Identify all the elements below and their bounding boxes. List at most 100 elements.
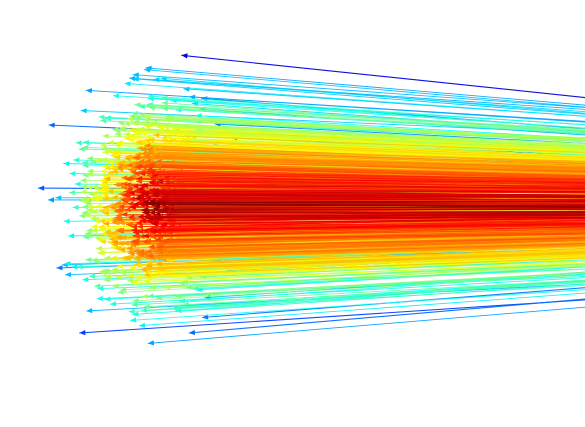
streamline — [151, 154, 585, 167]
streamline — [189, 96, 585, 123]
arrowhead-marker — [90, 208, 97, 214]
arrowhead-marker — [114, 131, 121, 137]
arrowhead-marker — [82, 172, 89, 178]
streamline — [144, 197, 585, 201]
arrowhead-marker — [115, 212, 122, 218]
streamline — [150, 218, 585, 224]
arrowhead-marker — [133, 233, 140, 239]
arrowhead-marker — [111, 169, 118, 175]
arrowhead-marker — [129, 204, 136, 210]
streamline — [148, 265, 585, 289]
streamline — [188, 298, 585, 334]
arrowhead-marker — [112, 283, 119, 289]
streamline — [146, 247, 585, 267]
arrowhead-marker — [115, 200, 121, 206]
streamline — [143, 155, 585, 169]
arrowhead-marker — [128, 308, 135, 314]
arrowhead-marker — [111, 239, 118, 245]
arrowhead-marker — [144, 123, 151, 130]
arrowhead-marker — [105, 217, 112, 223]
arrowhead-marker — [146, 162, 153, 168]
streamline — [147, 201, 585, 204]
streamline — [134, 116, 585, 142]
arrowhead-marker — [131, 227, 138, 233]
arrowhead-marker — [124, 81, 131, 87]
streamline — [146, 105, 585, 132]
arrowhead-marker — [89, 273, 96, 279]
arrowhead-marker — [123, 121, 130, 127]
arrowhead-marker — [68, 233, 75, 239]
arrowhead-marker — [71, 264, 78, 270]
arrowhead-marker — [135, 220, 142, 226]
streamline — [143, 155, 585, 172]
arrowhead-marker — [142, 228, 149, 234]
arrowhead-marker — [84, 200, 91, 206]
arrowhead-marker — [65, 272, 72, 278]
arrowhead-marker — [98, 114, 105, 120]
arrowhead-marker — [100, 157, 107, 163]
arrowhead-marker — [98, 218, 105, 224]
arrowhead-marker — [132, 183, 139, 189]
arrowhead-marker — [78, 146, 85, 152]
streamline — [149, 171, 585, 180]
arrowhead-marker — [112, 230, 119, 236]
arrowhead-marker — [124, 207, 131, 213]
arrowhead-marker — [98, 208, 105, 214]
arrowhead-marker — [82, 195, 89, 202]
streamline — [149, 180, 585, 187]
streamline — [142, 119, 585, 139]
arrowhead-marker — [85, 88, 92, 94]
streamline — [109, 277, 585, 305]
arrowhead-marker — [120, 184, 127, 191]
arrowhead-marker — [100, 168, 107, 175]
arrowhead-marker — [143, 117, 150, 123]
arrowhead-marker — [114, 128, 121, 134]
streamline — [103, 260, 585, 281]
streamline — [148, 139, 585, 158]
arrowhead-marker — [116, 234, 123, 240]
arrowhead-marker — [170, 98, 177, 104]
arrowhead-marker — [138, 139, 145, 145]
arrowhead-marker — [82, 276, 89, 283]
streamline — [144, 232, 585, 242]
arrowhead-marker — [138, 126, 145, 132]
streamline — [145, 67, 585, 106]
streamline — [151, 222, 585, 228]
arrowhead-marker — [121, 192, 128, 198]
arrowhead-marker — [145, 213, 152, 219]
streamline — [132, 78, 585, 115]
streamline — [142, 243, 585, 258]
arrowhead-marker — [113, 93, 120, 99]
arrowhead-marker — [56, 265, 63, 271]
arrowhead-marker — [86, 227, 93, 234]
arrowhead-marker — [110, 255, 117, 261]
arrowhead-marker — [100, 142, 107, 148]
arrowhead-marker — [101, 191, 108, 197]
arrowhead-marker — [126, 249, 133, 255]
streamline — [145, 239, 585, 253]
streamline — [97, 268, 585, 290]
arrowhead-marker — [136, 262, 143, 268]
arrowhead-marker — [90, 224, 97, 230]
arrowhead-marker — [104, 296, 111, 302]
arrowhead-marker — [134, 188, 141, 194]
streamline — [156, 272, 585, 299]
streamline — [148, 203, 585, 209]
arrowhead-marker — [145, 249, 152, 255]
streamline — [146, 258, 585, 279]
arrowhead-marker — [132, 298, 139, 304]
arrowhead-marker — [94, 283, 101, 289]
arrowhead-marker — [107, 160, 114, 166]
streamline — [124, 82, 585, 117]
streamline-group — [38, 53, 585, 346]
arrowhead-marker — [117, 240, 124, 247]
streamline — [145, 212, 585, 217]
arrowhead-marker — [144, 238, 151, 244]
streamline — [149, 244, 585, 259]
arrowhead-marker — [153, 132, 160, 138]
arrowhead-marker — [80, 189, 87, 195]
streamline — [150, 190, 585, 194]
arrowhead-marker — [129, 75, 136, 82]
